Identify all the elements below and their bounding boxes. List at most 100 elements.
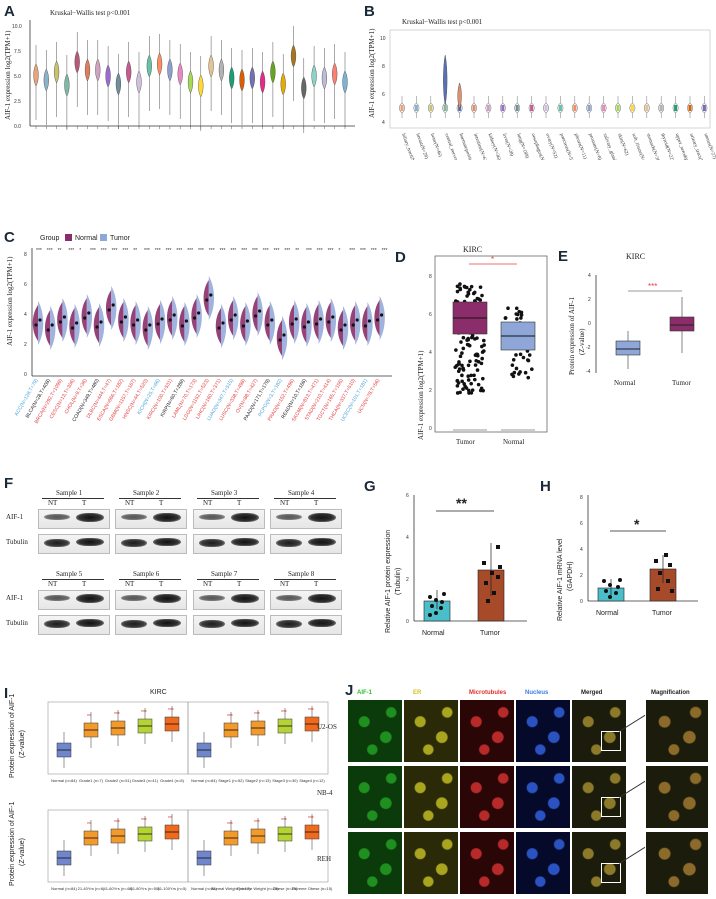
c-tumor-half-23 — [318, 300, 324, 344]
i-label-3-2: Extreme Weight (n=20) — [237, 886, 279, 891]
f-bottom-rowlabel-0: AIF-1 — [6, 594, 24, 602]
g-ytick-3: 6 — [406, 493, 409, 499]
c-sig-30: *** — [360, 248, 366, 254]
a-violin-28 — [321, 66, 327, 90]
b-xlabel-5: intestine(N=61) — [472, 133, 488, 160]
e-cat-0: Normal — [614, 379, 635, 387]
h-ytick-1: 2 — [580, 573, 583, 579]
a-violin-19 — [229, 66, 235, 90]
a-violin-16 — [198, 74, 204, 98]
f-top-rowlabel-1: Tubulin — [6, 538, 28, 546]
c-tumor-half-18 — [257, 292, 263, 336]
i-label-3-3: Obese (n=25) — [273, 886, 298, 891]
a-violin-6 — [95, 58, 101, 82]
i-label-3-1: Normal Weight (n=17) — [211, 886, 251, 891]
c-sig-31: *** — [371, 248, 377, 254]
i-sig-0-3: *** — [141, 710, 147, 716]
c-normal-half-25 — [337, 310, 343, 346]
b-xlabel-9: oesophagus(N=26) — [530, 133, 548, 160]
d-cat-0: Tumor — [456, 438, 475, 446]
a-violin-21 — [249, 66, 255, 90]
i-label-1-4: Stage4 (n=12) — [299, 778, 325, 783]
j-col-4: Merged — [581, 690, 603, 696]
panel-f-letter: F — [4, 475, 14, 492]
i-label-0-4: Grade4 (n=8) — [160, 778, 185, 783]
c-normal-half-12 — [179, 306, 185, 342]
j-image-2-4 — [571, 831, 627, 895]
c-normal-half-17 — [240, 306, 246, 342]
panel-i-box-grid: I KIRC Protein expression of AIF-1 (Z-va… — [4, 685, 333, 891]
b-xlabel-2: bone(N=46) — [429, 133, 442, 158]
g-significance: ** — [456, 495, 467, 511]
f-bottom-sample-1: Sample 6 — [133, 570, 160, 578]
b-box-21 — [702, 105, 706, 111]
i-sig-3-2: *** — [254, 820, 260, 826]
b-violin-haem-tall — [457, 82, 462, 110]
e-ytick-4: 4 — [588, 273, 591, 279]
panel-d-letter: D — [395, 249, 406, 266]
f-bottom-lane-0-0: NT — [48, 580, 58, 588]
j-image-1-3 — [515, 765, 571, 829]
c-sig-26: *** — [317, 248, 323, 254]
b-box-5 — [472, 105, 476, 111]
panel-j-microscopy-grid: J AIF-1 ER Microtubules Nucleus Merged Magnif… — [317, 682, 716, 899]
c-legend-normal: Normal — [75, 235, 98, 242]
a-violin-0 — [33, 63, 39, 87]
c-tumor-half-27 — [367, 302, 373, 346]
c-normal-half-18 — [252, 296, 258, 332]
a-violin-29 — [332, 62, 338, 86]
i-sig-2-1: ** — [87, 822, 91, 828]
j-col-2: Microtubules — [469, 690, 507, 696]
i-label-0-3: Grade3 (n=41) — [132, 778, 159, 783]
f-top-sample-0: Sample 1 — [56, 489, 83, 497]
b-box-13 — [587, 105, 591, 111]
i-label-2-3: 61-80Yrs (n=50) — [130, 886, 160, 891]
b-xlabel-12: pleura(N=11) — [573, 133, 587, 160]
b-box-10 — [544, 105, 548, 111]
c-ytick-0: 0 — [24, 372, 27, 378]
c-sig-18: *** — [230, 248, 236, 254]
b-xlabel-0: biliary_tract(N=7) — [400, 133, 417, 160]
a-violin-8 — [115, 72, 121, 96]
panel-c-split-violin-chart: C Group Normal Tumor AIF-1 expression lo… — [4, 229, 392, 425]
j-image-1-2 — [459, 765, 515, 829]
a-violin-7 — [105, 64, 111, 88]
panel-e-letter: E — [558, 248, 568, 265]
panel-c-letter: C — [4, 229, 15, 246]
i-sig-0-4: *** — [168, 708, 174, 714]
b-box-15 — [616, 105, 620, 111]
i-boxplots: Normal (n=84) ** Grade1 (n=7) *** Grade2 (n=… — [47, 701, 333, 891]
b-box-16 — [630, 105, 634, 111]
b-xlabel-1: breast(N=28) — [415, 133, 429, 160]
c-group-label: Group — [40, 235, 60, 242]
c-tumor-half-17 — [245, 302, 251, 346]
h-ytick-0: 0 — [580, 599, 583, 605]
b-box-1 — [414, 105, 418, 111]
i-sig-1-3: *** — [281, 710, 287, 716]
j-image-1-1 — [403, 765, 459, 829]
c-tumor-half-1 — [50, 306, 56, 350]
b-box-12 — [573, 105, 577, 111]
e-normal-box — [615, 340, 641, 356]
c-sig-13: *** — [176, 248, 182, 254]
c-tumor-half-5 — [99, 303, 105, 347]
d-ytick-3: 6 — [429, 312, 432, 318]
panel-e-title: KIRC — [626, 252, 645, 261]
i-sig-1-4: *** — [308, 708, 314, 714]
f-top-lane-3-0: NT — [280, 499, 290, 507]
b-box-17 — [645, 105, 649, 111]
panel-b-title: Kruskal−Wallis test p<0.001 — [402, 18, 483, 26]
f-top-sample-3: Sample 4 — [288, 489, 315, 497]
c-tumor-half-8 — [135, 301, 141, 345]
c-normal-half-0 — [32, 305, 38, 341]
b-box-2 — [429, 105, 433, 111]
a-violin-11 — [146, 54, 152, 78]
b-xlabel-8: lung(N=189) — [515, 133, 529, 160]
a-violin-10 — [136, 70, 142, 94]
c-normal-half-2 — [57, 302, 63, 338]
a-ytick-1: 2.5 — [14, 99, 21, 105]
panel-g-bar-chart: G Relative AIF-1 protein expression (Tub… — [364, 478, 527, 637]
a-violin-22 — [260, 70, 266, 94]
a-violin-30 — [342, 70, 348, 94]
panel-d-ylabel: AIF-1 expression log2(TPM+1) — [417, 350, 425, 440]
